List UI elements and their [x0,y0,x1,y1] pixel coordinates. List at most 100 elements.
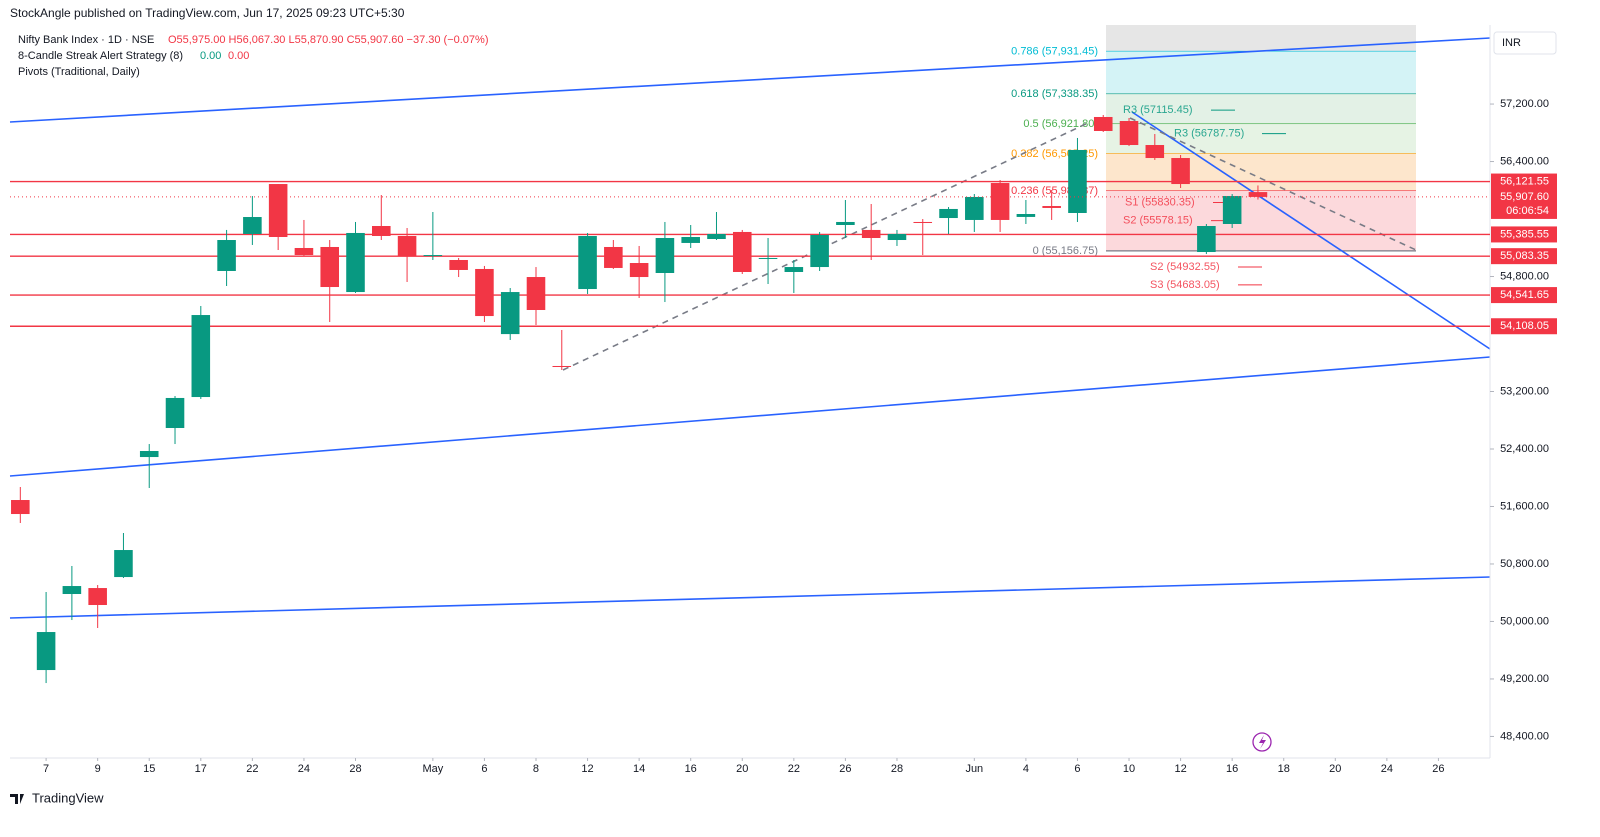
fib-label: 0.786 (57,931.45) [1011,45,1098,57]
indicator-value: 0.00 [228,50,249,62]
currency-box[interactable] [1493,31,1557,55]
x-tick-label: 22 [788,763,800,775]
currency: INR [1502,37,1521,49]
candle-body [139,451,159,458]
candle-body [1016,213,1036,217]
level-price-box [1491,248,1557,265]
pivot-label: S1 (55830.35) [1125,196,1195,208]
level-price-box [1491,318,1557,335]
candle-body [1042,206,1061,208]
alert-icon[interactable] [1252,732,1272,752]
x-tick-label: 16 [685,763,697,775]
candle-body [320,246,340,288]
ohlc: O55,975.00 H56,067.30 L55,870.90 C55,907… [168,34,488,46]
candle-body [62,586,82,595]
candle-body [1222,196,1242,224]
candle-body [1093,116,1113,131]
level-price-label: 55,385.55 [1500,228,1549,240]
candle-body [758,257,778,259]
x-tick-label: 22 [246,763,258,775]
candle-body [604,246,623,268]
x-tick-label: 4 [1023,763,1029,775]
x-tick-label: 14 [633,763,645,775]
indicator: 8-Candle Streak Alert Strategy (8) [18,50,183,62]
candle-body [578,235,597,290]
level-price-box [1491,226,1557,243]
x-tick-label: 8 [533,763,539,775]
x-tick-label: 12 [581,763,593,775]
candle-body [217,240,236,271]
candle-body [114,550,133,578]
y-tick-label: 48,400.00 [1500,730,1549,742]
fib-band [1106,191,1416,251]
fib-label: 0 (55,156.75) [1033,245,1098,257]
candle-body [36,632,56,671]
indicator-value: 0.00 [200,50,221,62]
x-tick-label: 6 [1074,763,1080,775]
candle-body [11,500,30,515]
x-tick-label: 20 [1329,763,1341,775]
y-tick-label: 53,200.00 [1500,385,1549,397]
pivots-label: Pivots (Traditional, Daily) [18,66,140,78]
logo: TradingView [32,790,104,805]
candle-body [1171,158,1190,185]
x-tick-label: 26 [839,763,851,775]
trend-line [9,356,1491,477]
candle-body [526,277,546,311]
x-tick-label: 16 [1226,763,1238,775]
y-tick-label: 50,800.00 [1500,558,1549,570]
pivot-label: S3 (54683.05) [1150,279,1220,291]
level-price-label: 54,541.65 [1500,289,1549,301]
candle-body [629,263,649,278]
y-tick-label: 50,000.00 [1500,615,1549,627]
x-tick-label: 24 [1381,763,1393,775]
x-tick-label: 7 [43,763,49,775]
x-tick-label: 20 [736,763,748,775]
symbol: Nifty Bank Index · 1D · NSE [18,34,154,46]
fib-band [1106,51,1416,95]
candle-body [990,183,1010,220]
x-tick-label: 28 [891,763,903,775]
y-tick-label: 52,400.00 [1500,443,1549,455]
level-price-box [1491,287,1557,304]
fib-label: 0.618 (57,338.35) [1011,88,1098,100]
countdown: 06:06:54 [1506,205,1549,217]
trend-line [9,576,1491,619]
x-tick-label: 24 [298,763,310,775]
candle-body [784,267,804,272]
trend-line [9,37,1491,123]
logo-icon [10,794,24,804]
y-tick-label: 56,400.00 [1500,155,1549,167]
candle-body [294,247,314,256]
x-tick-label: 6 [481,763,487,775]
x-tick-label: 17 [195,763,207,775]
fib-label: 0.5 (56,921.80) [1023,118,1098,130]
y-tick-label: 57,200.00 [1500,98,1549,110]
trend-line [1131,111,1491,350]
candle-body [449,259,468,270]
candle-body [655,238,675,273]
candle-body [732,231,752,272]
candle-body [552,365,572,367]
x-tick-label: 18 [1278,763,1290,775]
x-tick-label: Jun [965,763,983,775]
x-tick-label: May [422,763,443,775]
candle-body [423,255,443,257]
published: StockAngle published on TradingView.com,… [10,6,405,20]
x-tick-label: 12 [1174,763,1186,775]
candle-body [397,235,417,257]
level-price-label: 54,108.05 [1500,320,1549,332]
y-tick-label: 51,600.00 [1500,500,1549,512]
candle-body [887,233,907,241]
candle-body [88,588,107,606]
candle-body [165,397,185,429]
candle-body [1248,192,1268,197]
level-price-label: 55,083.35 [1500,250,1549,262]
candle-body [268,184,288,237]
y-tick-label: 49,200.00 [1500,673,1549,685]
candle-body [372,226,391,236]
pivot-label: R3 (56787.75) [1174,128,1244,140]
candle-body [1145,145,1165,159]
